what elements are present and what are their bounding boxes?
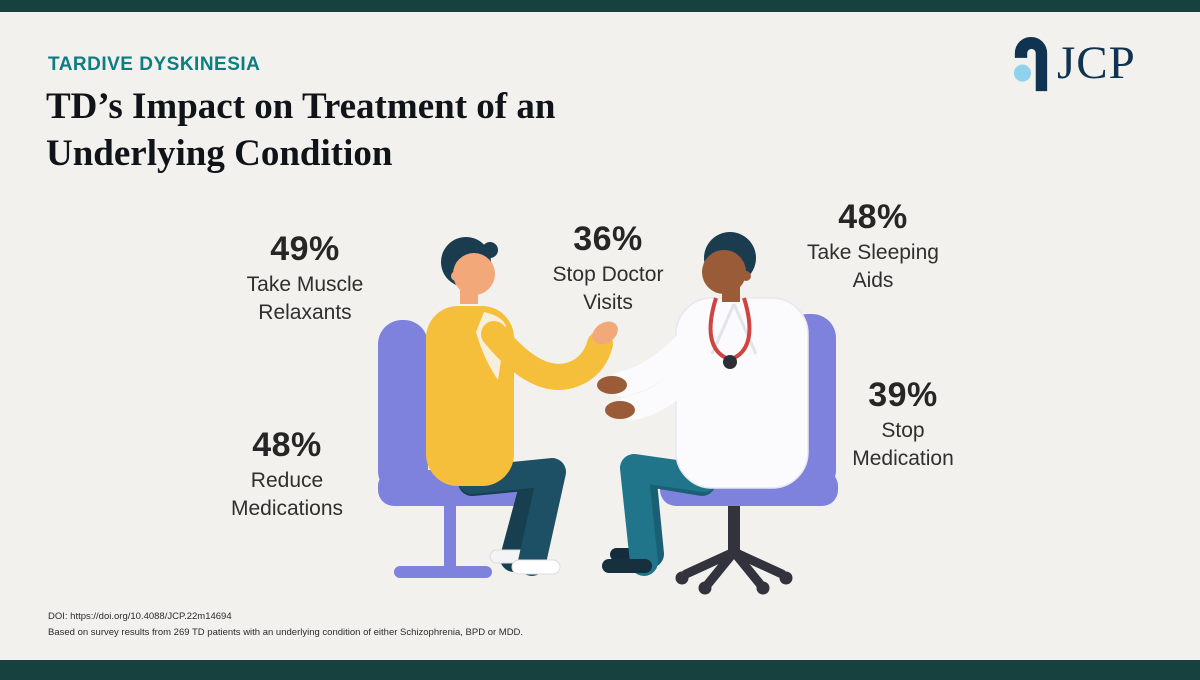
page-title: TD’s Impact on Treatment of an Underlying… (46, 84, 555, 178)
title-line-2: Underlying Condition (46, 132, 393, 174)
survey-note-text: Based on survey results from 269 TD pati… (48, 626, 524, 638)
stat-value: 39% (868, 376, 938, 414)
doctor-patient-illustration (360, 222, 850, 597)
stat-stop-medication: 39% Stop Medication (803, 376, 1003, 472)
stat-value: 48% (838, 198, 908, 236)
stat-label: Stop Doctor Visits (552, 263, 664, 314)
jcp-logo-mark-icon (1013, 36, 1048, 92)
footnote: DOI: https://doi.org/10.4088/JCP.22m1469… (48, 609, 523, 640)
jcp-logo: JCP (1012, 36, 1136, 93)
stat-take-sleeping-aids: 48% Take Sleeping Aids (773, 198, 973, 294)
stat-reduce-medications: 48% Reduce Medications (187, 426, 387, 522)
stat-label: Reduce Medications (230, 469, 344, 520)
category-eyebrow: TARDIVE DYSKINESIA (48, 54, 261, 75)
stat-label: Stop Medication (852, 419, 954, 470)
patient-figure (426, 237, 618, 576)
stat-take-muscle-relaxants: 49% Take Muscle Relaxants (205, 230, 405, 326)
stat-value: 36% (573, 220, 643, 258)
doctor-figure (597, 232, 809, 576)
stat-label: Take Muscle Relaxants (246, 273, 364, 324)
stat-stop-doctor-visits: 36% Stop Doctor Visits (508, 220, 708, 316)
jcp-logo-text: JCP (1057, 37, 1136, 89)
doi-text: DOI: https://doi.org/10.4088/JCP.22m1469… (48, 611, 232, 622)
stat-value: 48% (252, 426, 322, 464)
title-line-1: TD’s Impact on Treatment of an (46, 86, 556, 127)
stat-value: 49% (270, 230, 340, 268)
stat-label: Take Sleeping Aids (807, 241, 939, 292)
top-border-bar (0, 0, 1200, 12)
bottom-border-bar (0, 660, 1200, 680)
